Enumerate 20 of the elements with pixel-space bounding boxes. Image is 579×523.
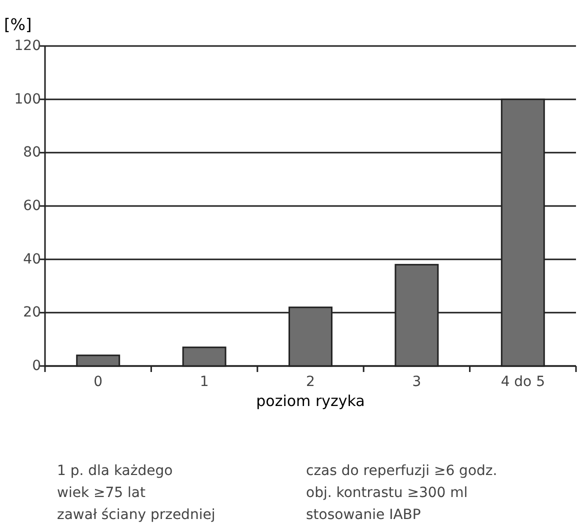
y-tick-label: 0 bbox=[32, 358, 41, 374]
y-tick-label: 100 bbox=[14, 91, 41, 108]
x-axis-title: poziom ryzyka bbox=[256, 392, 365, 410]
y-tick-label: 20 bbox=[23, 304, 41, 321]
text: obj. kontrastu ≥300 ml bbox=[306, 485, 468, 501]
text: wiek ≥75 lat bbox=[57, 485, 146, 501]
x-tick-label: 2 bbox=[306, 374, 315, 390]
y-axis-title: [%] bbox=[4, 15, 32, 34]
y-tick-label: 120 bbox=[14, 38, 41, 54]
y-tick-label: 60 bbox=[23, 198, 41, 214]
x-tick-label: 1 bbox=[200, 374, 209, 390]
y-tick-label: 80 bbox=[23, 144, 41, 161]
x-tick-label: 0 bbox=[94, 374, 103, 390]
text: 1 p. dla każdego bbox=[57, 463, 173, 479]
x-tick-label: 4 do 5 bbox=[500, 374, 545, 390]
text: zawał ściany przedniej bbox=[57, 507, 216, 523]
text: czas do reperfuzji ≥6 godz. bbox=[306, 463, 498, 479]
text: stosowanie IABP bbox=[306, 507, 421, 523]
x-tick-label: 3 bbox=[412, 374, 422, 390]
y-tick-label: 40 bbox=[23, 251, 41, 268]
